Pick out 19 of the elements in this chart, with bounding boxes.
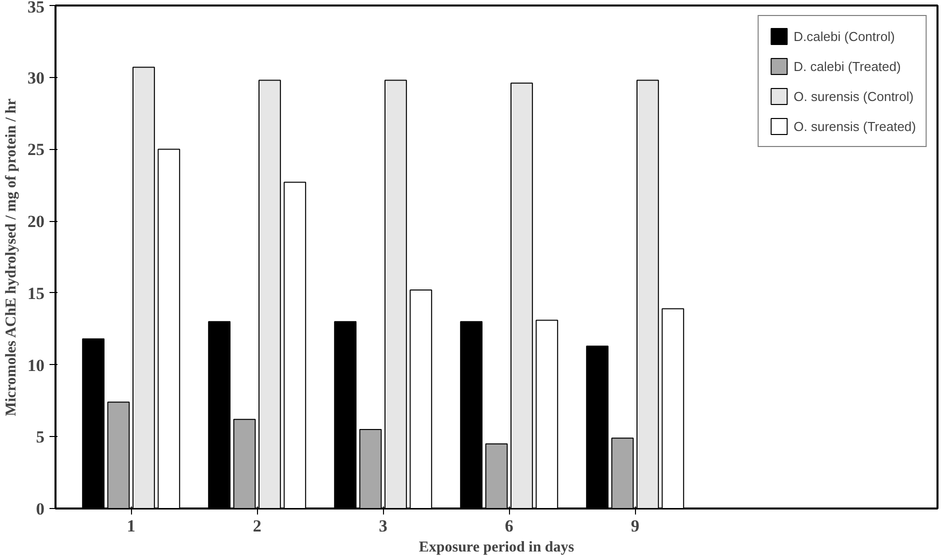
x-tick-label: 1 (126, 516, 136, 536)
y-tick-label: 0 (36, 500, 44, 518)
legend-label: D.calebi (Control) (794, 28, 895, 44)
legend-label: O. surensis (Treated) (794, 118, 916, 134)
y-tick-label: 30 (28, 68, 44, 88)
x-axis-title: Exposure period in days (418, 540, 574, 556)
y-tick-label: 25 (28, 140, 44, 160)
y-tick-label: 20 (28, 212, 44, 232)
x-tick-label: 9 (630, 516, 640, 536)
y-tick-label: 10 (28, 356, 44, 375)
x-tick-label: 6 (504, 516, 514, 536)
legend-label: O. surensis (Control) (794, 88, 914, 104)
y-tick-label: 15 (28, 284, 44, 303)
y-tick-label: 35 (28, 0, 44, 16)
y-axis-title: Micromoles AChE hydrolysed / mg of protein / hr (4, 98, 20, 416)
x-tick-label: 3 (378, 516, 388, 536)
x-tick-label: 2 (252, 516, 262, 536)
y-tick-label: 5 (36, 428, 44, 447)
legend-label: D. calebi (Treated) (794, 58, 901, 74)
